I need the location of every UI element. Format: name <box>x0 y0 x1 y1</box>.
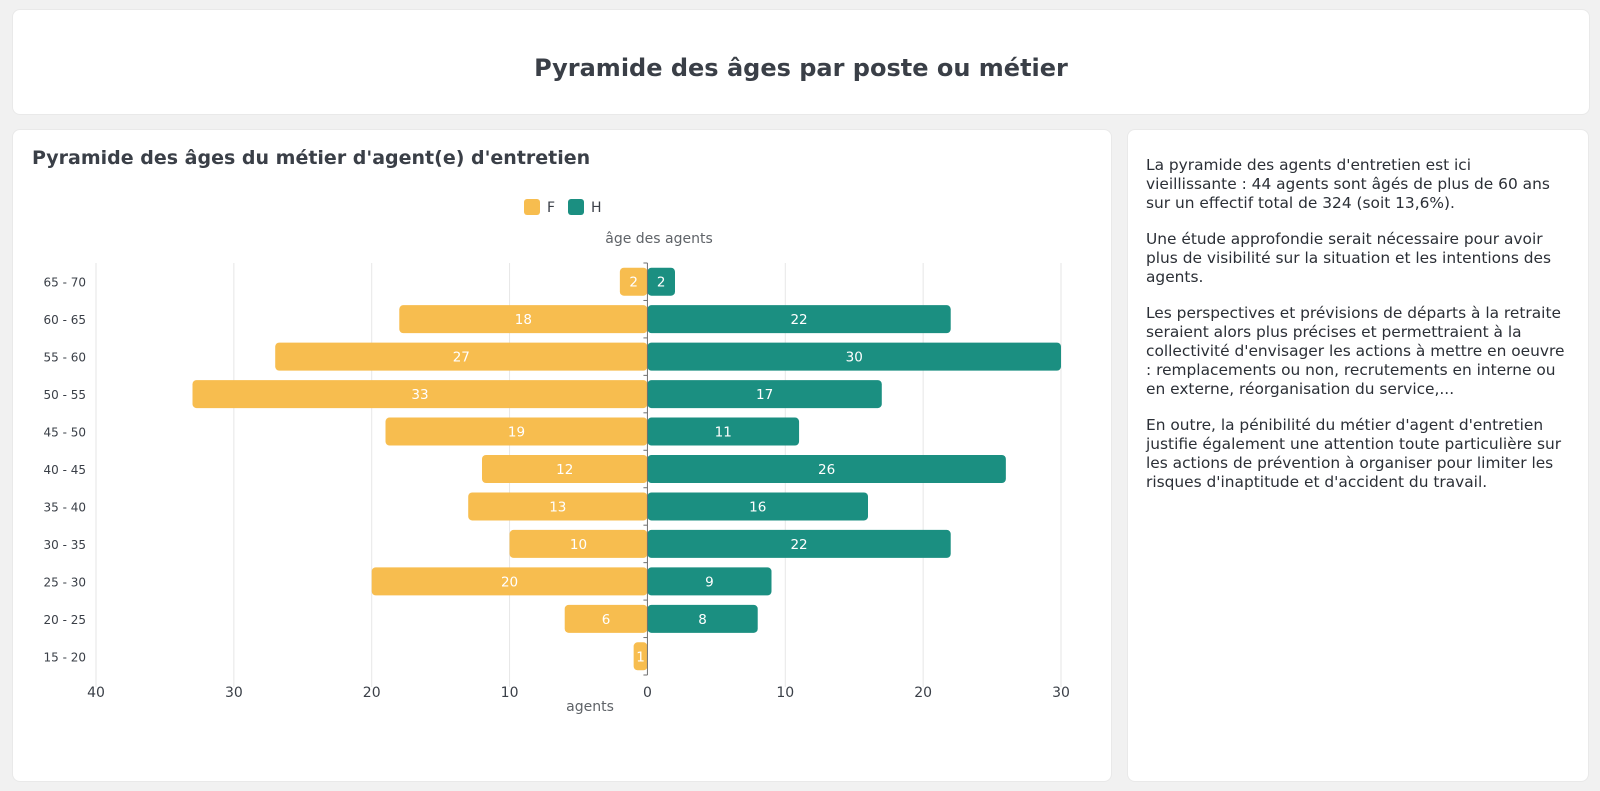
commentary-paragraph: Les perspectives et prévisions de départ… <box>1146 304 1565 398</box>
x-tick-label: 0 <box>643 685 652 701</box>
x-tick-label: 10 <box>501 685 519 701</box>
bar-f-55-60[interactable] <box>275 342 648 371</box>
bar-h-50-55[interactable] <box>647 380 882 409</box>
x-tick-label: 20 <box>914 685 932 701</box>
bar-data-label: 16 <box>749 499 766 515</box>
y-tick-label: 60 - 65 <box>44 313 87 327</box>
bar-h-65-70[interactable] <box>647 267 675 296</box>
y-tick-labels: 65 - 70 60 - 65 55 - 60 50 - 55 45 - 50 40 - … <box>44 276 87 665</box>
bar-f-65-70[interactable] <box>619 267 648 296</box>
commentary-paragraph: Une étude approfondie serait nécessaire … <box>1146 230 1551 286</box>
bar-data-label: 22 <box>790 312 807 328</box>
y-tick-label: 30 - 35 <box>44 538 87 552</box>
bar-data-label: 30 <box>846 350 863 366</box>
legend-swatch-f[interactable] <box>524 199 540 215</box>
bar-f-50-55[interactable] <box>192 380 648 409</box>
x-tick-label: 30 <box>225 685 243 701</box>
bar-h-25-30[interactable] <box>647 567 772 596</box>
bar-data-label: 10 <box>570 537 587 553</box>
bar-data-label: 33 <box>411 387 428 403</box>
bar-data-label: 9 <box>705 574 714 590</box>
y-tick-label: 40 - 45 <box>44 463 87 477</box>
commentary-text: La pyramide des agents d'entretien est i… <box>1146 156 1566 509</box>
bar-f-30-35[interactable] <box>509 529 648 558</box>
chart-card: Pyramide des âges du métier d'agent(e) d… <box>12 129 1112 782</box>
x-tick-label: 40 <box>87 685 105 701</box>
y-tick-label: 45 - 50 <box>44 426 87 440</box>
bar-h-40-45[interactable] <box>647 455 1006 483</box>
y-tick-label: 25 - 30 <box>44 575 87 589</box>
bar-f-25-30[interactable] <box>371 567 648 596</box>
bar-data-label: 12 <box>556 462 573 478</box>
y-tick-label: 65 - 70 <box>44 276 87 290</box>
x-tick-labels: 40 30 20 10 0 10 20 30 <box>87 685 1070 701</box>
bar-h-30-35[interactable] <box>647 529 951 558</box>
bar-data-label: 6 <box>602 612 611 628</box>
x-tick-label: 10 <box>776 685 794 701</box>
bar-f-60-65[interactable] <box>399 305 648 334</box>
bar-f-15-20[interactable] <box>633 642 648 671</box>
bar-h-35-40[interactable] <box>647 492 868 521</box>
y-tick-label: 55 - 60 <box>44 351 87 365</box>
bar-data-label: 11 <box>715 425 732 441</box>
bar-f-35-40[interactable] <box>468 492 648 521</box>
bar-data-label: 18 <box>515 312 532 328</box>
bar-data-label: 2 <box>629 275 638 291</box>
bar-h-20-25[interactable] <box>647 604 758 633</box>
bar-data-label: 8 <box>698 612 707 628</box>
x-tick-label: 20 <box>363 685 381 701</box>
bar-data-label: 2 <box>657 275 666 291</box>
bar-data-label: 17 <box>756 387 773 403</box>
bar-data-label: 26 <box>818 462 835 478</box>
bar-h-60-65[interactable] <box>647 305 951 334</box>
chart-legend: F H <box>524 199 602 216</box>
y-tick-label: 35 - 40 <box>44 500 87 514</box>
x-axis-title: agents <box>566 699 614 715</box>
commentary-paragraph: En outre, la pénibilité du métier d'agen… <box>1146 416 1562 491</box>
legend-label-f[interactable]: F <box>547 200 555 216</box>
y-tick-label: 20 - 25 <box>44 613 87 627</box>
y-axis-title: âge des agents <box>605 231 713 247</box>
bar-data-label: 27 <box>453 350 470 366</box>
bar-h-45-50[interactable] <box>647 417 800 446</box>
bar-data-label: 20 <box>501 574 518 590</box>
bar-data-label: 19 <box>508 425 525 441</box>
bar-data-label: 22 <box>790 537 807 553</box>
bar-data-label: 1 <box>636 649 645 665</box>
y-tick-label: 50 - 55 <box>44 388 87 402</box>
commentary-paragraph: La pyramide des agents d'entretien est i… <box>1146 156 1550 212</box>
chart-title: Pyramide des âges du métier d'agent(e) d… <box>32 147 591 169</box>
legend-label-h[interactable]: H <box>591 200 602 216</box>
legend-swatch-h[interactable] <box>568 199 584 215</box>
y-tick-label: 15 - 20 <box>44 650 87 664</box>
bar-f-40-45[interactable] <box>482 455 648 483</box>
bar-f-45-50[interactable] <box>385 417 648 446</box>
bar-h-55-60[interactable] <box>647 342 1061 371</box>
header-card: Pyramide des âges par poste ou métier <box>12 9 1590 115</box>
x-tick-label: 30 <box>1052 685 1070 701</box>
commentary-card: La pyramide des agents d'entretien est i… <box>1127 129 1589 782</box>
bar-data-label: 13 <box>549 499 566 515</box>
bar-f-20-25[interactable] <box>564 604 648 633</box>
page-title: Pyramide des âges par poste ou métier <box>534 54 1068 82</box>
